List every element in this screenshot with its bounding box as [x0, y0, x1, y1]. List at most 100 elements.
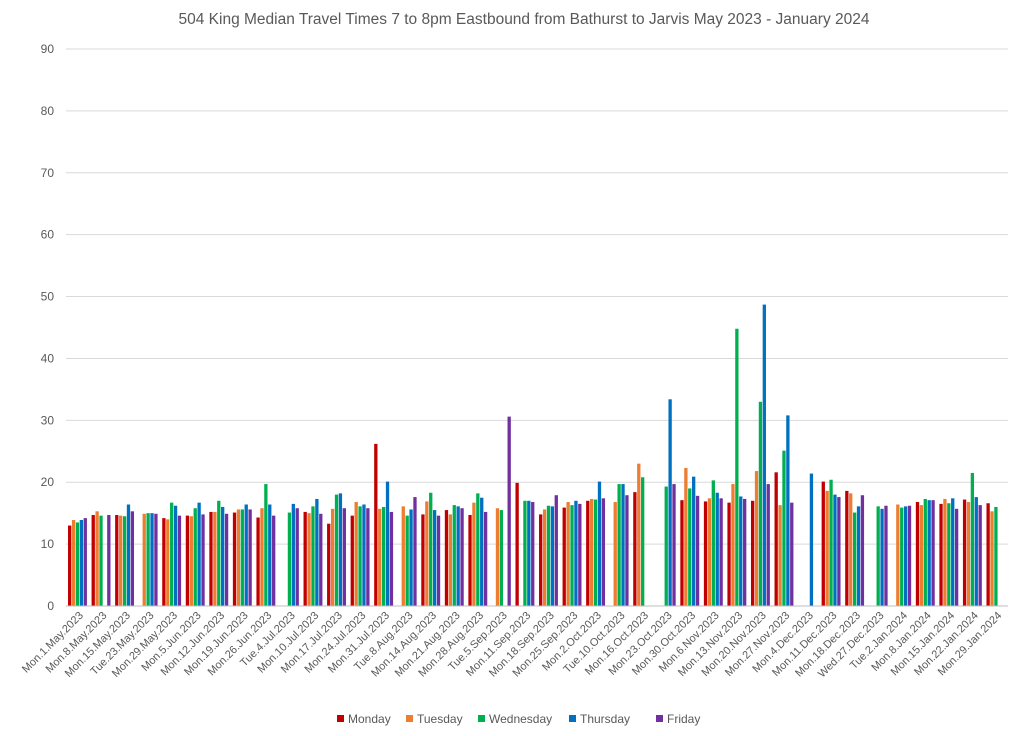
bar: [146, 513, 150, 606]
bar: [468, 515, 472, 606]
bar: [91, 515, 95, 606]
legend-item: Thursday: [569, 712, 630, 726]
legend-label: Thursday: [580, 712, 630, 726]
bar: [562, 507, 566, 606]
bar: [119, 515, 123, 606]
bar: [703, 501, 708, 606]
bar: [456, 506, 460, 606]
bar: [637, 463, 641, 606]
y-tick-label: 0: [47, 599, 54, 613]
bar: [546, 505, 551, 606]
gridlines: [66, 48, 1008, 545]
bar: [213, 511, 217, 606]
bar: [209, 511, 213, 606]
bar: [409, 509, 413, 606]
bar: [201, 514, 205, 606]
bar: [413, 497, 417, 606]
bar: [499, 510, 504, 606]
bar: [845, 490, 849, 606]
bar: [154, 513, 158, 606]
bar: [860, 495, 865, 606]
bar: [939, 503, 943, 606]
bar: [849, 493, 853, 606]
bar: [385, 481, 390, 606]
legend-swatch: [569, 715, 576, 722]
bar: [472, 502, 476, 606]
bar: [711, 480, 715, 606]
bar: [880, 508, 884, 606]
bar: [71, 519, 76, 606]
y-tick-label: 80: [41, 104, 55, 118]
bar: [750, 500, 755, 606]
bar: [574, 500, 578, 606]
bar: [684, 467, 688, 606]
bar: [617, 484, 621, 606]
bar: [954, 508, 959, 606]
bar: [927, 500, 931, 606]
bar: [83, 518, 87, 606]
bar: [79, 519, 84, 606]
bar: [444, 510, 449, 606]
bar: [597, 481, 602, 606]
legend-item: Tuesday: [406, 712, 463, 726]
y-tick-label: 70: [41, 166, 55, 180]
bar: [448, 514, 453, 606]
bar: [566, 502, 570, 606]
bar: [731, 484, 735, 606]
bar: [264, 484, 268, 606]
legend-swatch: [478, 715, 485, 722]
bar: [692, 476, 696, 606]
bar: [586, 500, 590, 606]
bar: [695, 495, 700, 606]
bar: [790, 502, 794, 606]
bar: [236, 509, 241, 606]
legend-item: Friday: [656, 712, 700, 726]
bars: [68, 304, 998, 606]
bar: [829, 479, 833, 606]
bar: [362, 504, 366, 606]
bar: [786, 415, 790, 606]
bar: [358, 506, 362, 606]
bar: [923, 498, 927, 606]
bar: [915, 502, 920, 606]
bar: [782, 450, 786, 606]
bar: [374, 443, 378, 606]
bar: [672, 484, 676, 606]
bar: [432, 510, 437, 606]
bar: [758, 401, 763, 606]
legend-swatch: [337, 715, 344, 722]
legend-swatch: [656, 715, 663, 722]
bar: [99, 515, 103, 606]
bar: [554, 495, 558, 606]
legend-label: Wednesday: [489, 712, 552, 726]
bar: [852, 512, 857, 606]
bar: [578, 503, 582, 606]
bar: [719, 498, 723, 606]
bar: [707, 498, 712, 606]
bar: [217, 500, 221, 606]
bar: [962, 499, 967, 606]
bar: [633, 492, 637, 606]
bar: [613, 502, 617, 606]
bar: [974, 497, 978, 606]
y-tick-label: 60: [41, 228, 55, 242]
bar: [460, 508, 464, 606]
bar: [197, 502, 201, 606]
bar: [739, 496, 743, 606]
bar: [130, 511, 135, 606]
bar: [539, 514, 543, 606]
bar: [401, 506, 405, 606]
bar: [429, 492, 433, 606]
bar: [75, 522, 80, 606]
bar: [919, 505, 924, 606]
bar: [436, 515, 441, 606]
bar: [664, 486, 668, 606]
bar: [994, 506, 998, 606]
bar: [224, 513, 229, 606]
bar: [334, 494, 339, 606]
bar: [990, 511, 994, 606]
bar: [931, 500, 935, 606]
x-axis-ticks: Mon.1.May.2023Mon.8.May.2023Mon.15.May.2…: [20, 610, 1004, 681]
